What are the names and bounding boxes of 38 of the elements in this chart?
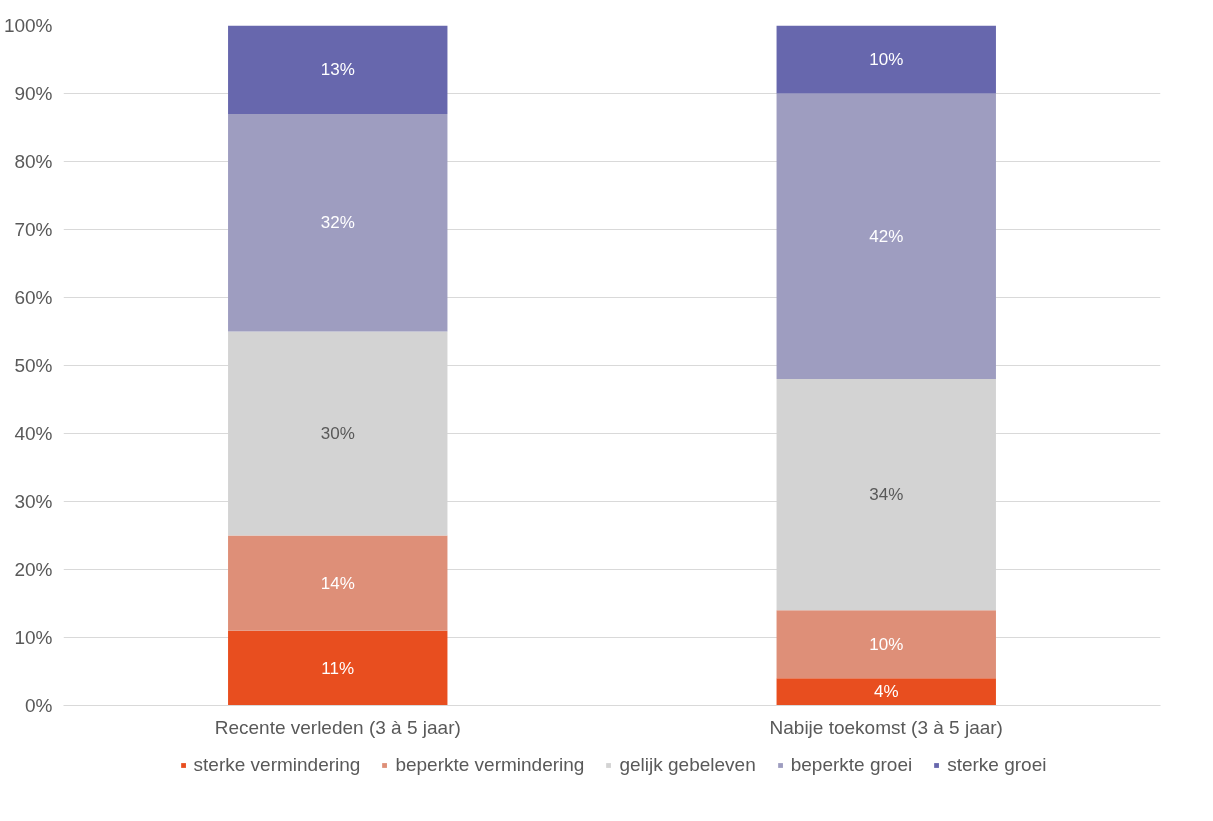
data-label: 14% [320, 573, 355, 593]
bar [228, 630, 448, 706]
x-tick-label: Recente verleden (3 à 5 jaar) [214, 716, 461, 738]
bar [228, 25, 448, 114]
data-label: 11% [321, 658, 355, 678]
x-tick-label: Nabije toekomst (3 à 5 jaar) [769, 716, 1003, 738]
bar [776, 379, 996, 611]
y-tick-label: 50% [14, 355, 53, 376]
bar [776, 678, 996, 706]
legend-label: beperkte groei [790, 754, 913, 776]
y-tick-label: 100% [3, 15, 53, 36]
data-label: 30% [320, 424, 355, 443]
y-tick-label: 60% [14, 287, 53, 308]
data-label: 13% [320, 60, 355, 80]
bar [228, 331, 448, 536]
data-label: 42% [869, 226, 904, 246]
y-tick-label: 40% [14, 423, 53, 444]
y-tick-label: 10% [14, 627, 53, 648]
y-tick-label: 90% [14, 83, 53, 104]
bar [228, 113, 448, 332]
y-tick-label: 20% [14, 559, 53, 580]
y-tick-label: 0% [25, 695, 53, 716]
legend-label: sterke vermindering [193, 754, 361, 776]
data-label: 10% [869, 634, 904, 654]
y-tick-label: 80% [14, 151, 53, 172]
y-tick-label: 70% [14, 219, 53, 240]
bar [776, 93, 996, 380]
data-label: 34% [869, 485, 904, 505]
bar [776, 610, 996, 679]
y-tick-label: 30% [14, 491, 53, 512]
data-label: 32% [320, 213, 355, 233]
data-label: 10% [869, 50, 904, 69]
bar [776, 25, 996, 94]
data-label: 4% [873, 682, 899, 702]
legend-label: gelijk gebeleven [619, 754, 756, 776]
legend-label: beperkte vermindering [395, 754, 585, 776]
legend-label: sterke groei [947, 754, 1047, 776]
bar [228, 535, 448, 631]
